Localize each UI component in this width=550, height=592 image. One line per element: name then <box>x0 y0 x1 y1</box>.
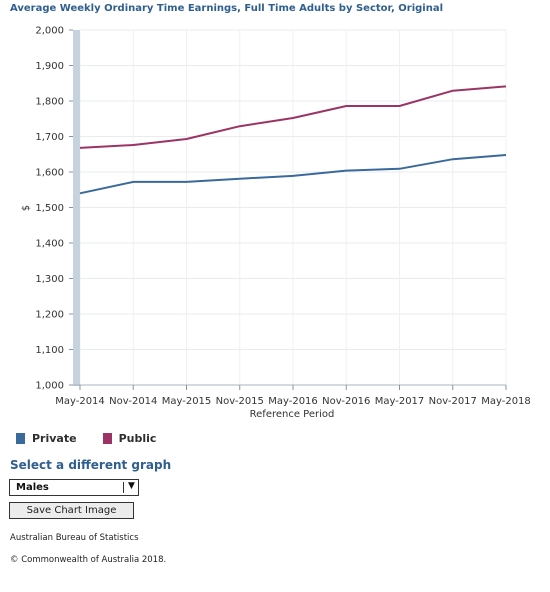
grid-lines <box>79 29 507 386</box>
x-tick-label: Nov-2017 <box>429 396 477 407</box>
y-tick-labels: 1,000 1,100 1,200 1,300 1,400 1,500 1,600 1,700… <box>35 26 73 392</box>
x-tick-label: May-2015 <box>162 396 212 407</box>
y-tick-label: 1,500 <box>35 203 64 214</box>
legend: Private Public <box>16 432 156 445</box>
legend-label-public: Public <box>118 432 157 445</box>
dropdown-divider <box>123 482 124 493</box>
select-graph-heading: Select a different graph <box>10 458 172 472</box>
x-tick-label: May-2016 <box>268 396 318 407</box>
graph-select-dropdown[interactable]: Males ▼ <box>9 479 139 496</box>
source-text: Australian Bureau of Statistics <box>10 533 139 543</box>
legend-label-private: Private <box>32 432 77 445</box>
y-tick-label: 1,700 <box>35 132 64 143</box>
chart-title: Average Weekly Ordinary Time Earnings, F… <box>10 3 444 14</box>
graph-select-value: Males <box>16 482 49 493</box>
x-tick-label: Nov-2014 <box>109 396 157 407</box>
x-tick-label: Nov-2015 <box>216 396 264 407</box>
series-line-private[interactable] <box>79 154 507 195</box>
y-tick-label: 1,600 <box>35 168 64 179</box>
x-tick-label: May-2018 <box>481 396 531 407</box>
x-tick-label: May-2017 <box>375 396 425 407</box>
legend-swatch-private <box>16 433 25 444</box>
y-tick-label: 1,100 <box>35 345 64 356</box>
legend-swatch-public <box>102 433 112 444</box>
save-chart-image-button[interactable]: Save Chart Image <box>9 502 134 519</box>
copyright-text: © Commonwealth of Australia 2018. <box>10 555 167 565</box>
y-tick-label: 1,200 <box>35 310 64 321</box>
legend-item-private[interactable]: Private <box>16 432 77 445</box>
y-tick-label: 1,800 <box>35 97 64 108</box>
y-tick-label: 1,900 <box>35 61 64 72</box>
x-tick-label: May-2014 <box>55 396 105 407</box>
y-tick-label: 1,400 <box>35 239 64 250</box>
chevron-down-icon[interactable]: ▼ <box>128 481 135 491</box>
y-tick-label: 1,300 <box>35 274 64 285</box>
legend-item-public[interactable]: Public <box>102 432 157 445</box>
y-tick-label: 1,000 <box>35 381 64 392</box>
y-axis-scroll-bar <box>73 30 80 386</box>
series-line-public[interactable] <box>79 85 507 149</box>
y-tick-label: 2,000 <box>35 26 64 37</box>
x-tick-labels: May-2014 Nov-2014 May-2015 Nov-2015 May-2016… <box>55 385 531 407</box>
y-axis-title: $ <box>21 205 32 211</box>
line-chart: 1,000 1,100 1,200 1,300 1,400 1,500 1,600 1,700… <box>21 26 531 421</box>
x-axis-title: Reference Period <box>250 409 335 420</box>
x-tick-label: Nov-2016 <box>322 396 370 407</box>
series-lines <box>79 85 507 195</box>
